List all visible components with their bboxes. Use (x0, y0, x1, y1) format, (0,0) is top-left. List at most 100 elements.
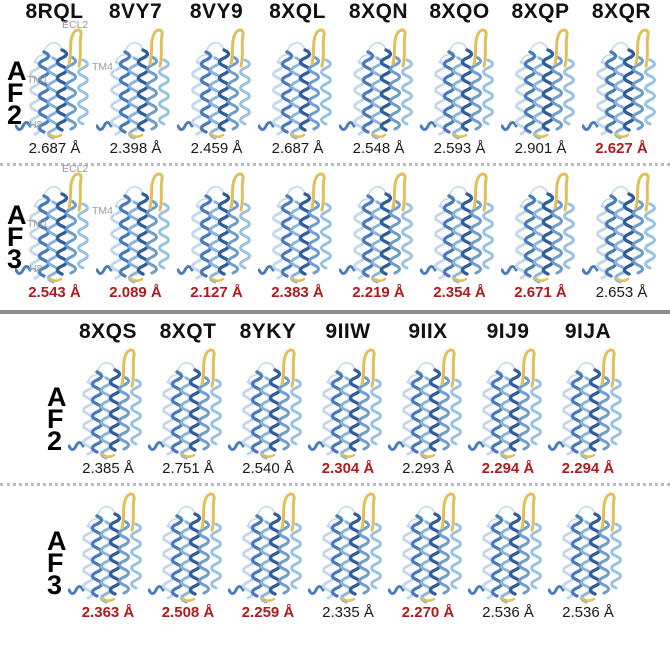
panel-separator (0, 310, 670, 314)
pdb-header-row: 8XQS 8XQT 8YKY 9IIW 9IIX 9IJ9 9IJA (0, 320, 670, 344)
protein-structure-image (388, 492, 462, 604)
rmsd-value: 2.543 Å (28, 284, 81, 301)
protein-structure-image (338, 28, 413, 140)
rmsd-value: 2.363 Å (81, 604, 135, 621)
protein-structure-image (14, 28, 89, 140)
pdb-code-header: 8XQT (159, 320, 217, 343)
protein-structure-image (95, 172, 170, 284)
structure-column: 2.543 Å ECL2 TM4 TM1 H8 (14, 163, 113, 304)
protein-structure-image (419, 28, 494, 140)
model-label-char: A (7, 200, 27, 230)
structure-column: 2.593 Å (419, 24, 500, 160)
model-row-af2: A F 2 2.385 Å 2.751 Å 2.540 Å 2.304 Å 2.293 Å 2.… (0, 344, 670, 480)
annotation-tm1: TM1 (27, 218, 48, 230)
annotation-ecl2: ECL2 (62, 163, 89, 175)
structure-column: 2.304 Å (308, 344, 388, 480)
model-label-char: F (47, 548, 64, 578)
rmsd-value: 2.627 Å (595, 140, 648, 157)
protein-structure-image (257, 28, 332, 140)
protein-structure-image (548, 492, 622, 604)
structure-column: 2.127 Å (176, 168, 257, 304)
structure-column: 2.653 Å (581, 168, 662, 304)
annotation-h8: H8 (29, 263, 43, 275)
rmsd-value: 2.089 Å (109, 284, 162, 301)
protein-structure-image (468, 492, 542, 604)
rmsd-value: 2.259 Å (241, 604, 295, 621)
structure-column: 2.751 Å (148, 344, 228, 480)
rmsd-value: 2.540 Å (242, 460, 294, 477)
protein-structure-image (500, 172, 575, 284)
rmsd-value: 2.270 Å (401, 604, 455, 621)
protein-structure-image (468, 348, 542, 460)
structure-column: 2.293 Å (388, 344, 468, 480)
protein-structure-image (228, 348, 302, 460)
annotation-ecl2: ECL2 (62, 19, 89, 31)
model-label-char: A (7, 56, 27, 86)
structure-column: 2.548 Å (338, 24, 419, 160)
structure-column: 2.259 Å (228, 488, 308, 624)
pdb-code-header: 8XQP (511, 0, 570, 23)
model-row-af3: A F 3 2.363 Å 2.508 Å 2.259 Å 2.335 Å 2.270 Å 2.… (0, 488, 670, 624)
pdb-code-header: 8XQN (348, 0, 409, 23)
model-label-char: F (7, 222, 24, 252)
model-label-char: A (47, 526, 67, 556)
protein-structure-image (388, 348, 462, 460)
panel-bottom: 8XQS 8XQT 8YKY 9IIW 9IIX 9IJ9 9IJA A F 2 2.385 Å 2.… (0, 320, 670, 624)
protein-structure-image (14, 172, 89, 284)
pdb-code-header: 8XQS (78, 320, 138, 343)
pdb-code-header: 9IIW (325, 320, 371, 343)
rmsd-value: 2.536 Å (562, 604, 614, 621)
rmsd-value: 2.127 Å (190, 284, 243, 301)
protein-structure-image (257, 172, 332, 284)
protein-structure-image (148, 348, 222, 460)
dotted-separator (0, 163, 670, 166)
rmsd-value: 2.548 Å (352, 140, 405, 157)
structure-column: 2.385 Å (68, 344, 148, 480)
structure-column: 2.398 Å (95, 24, 176, 160)
structure-column: 2.671 Å (500, 168, 581, 304)
rmsd-value: 2.335 Å (322, 604, 374, 621)
model-label-char: 3 (47, 570, 63, 600)
pdb-code-header: 8XQL (269, 0, 326, 23)
rmsd-value: 2.459 Å (190, 140, 243, 157)
pdb-code-header: 8YKY (239, 320, 297, 343)
protein-structure-image (176, 172, 251, 284)
rmsd-value: 2.751 Å (162, 460, 214, 477)
protein-structure-image (68, 348, 142, 460)
pdb-code-header: 9IJA (564, 320, 612, 343)
structure-column: 2.459 Å (176, 24, 257, 160)
structure-column: 2.536 Å (548, 488, 628, 624)
rmsd-value: 2.593 Å (433, 140, 486, 157)
pdb-header-row: 8RQL 8VY7 8VY9 8XQL 8XQN 8XQO 8XQP 8XQR (0, 0, 670, 24)
protein-structure-image (308, 492, 382, 604)
rmsd-value: 2.901 Å (514, 140, 567, 157)
pdb-code-header: 9IIX (408, 320, 448, 343)
rmsd-value: 2.653 Å (595, 284, 648, 301)
protein-structure-image (581, 28, 656, 140)
structure-column: 2.089 Å (95, 168, 176, 304)
protein-structure-image (419, 172, 494, 284)
structure-column: 2.627 Å (581, 24, 662, 160)
rmsd-value: 2.687 Å (271, 140, 324, 157)
rmsd-value: 2.398 Å (109, 140, 162, 157)
model-label-char: 3 (7, 244, 23, 274)
structure-column: 2.901 Å (500, 24, 581, 160)
rmsd-value: 2.219 Å (352, 284, 405, 301)
model-label-char: 2 (47, 426, 63, 456)
pdb-code-header: 8VY9 (189, 0, 244, 23)
structure-column: 2.383 Å (257, 168, 338, 304)
structure-column: 2.335 Å (308, 488, 388, 624)
annotation-tm1: TM1 (27, 74, 48, 86)
rmsd-value: 2.294 Å (561, 460, 615, 477)
model-row-af3: A F 3 2.543 Å ECL2 TM4 TM1 H8 2.089 Å 2.127 Å 2.38… (0, 163, 670, 304)
protein-structure-image (176, 28, 251, 140)
rmsd-value: 2.687 Å (28, 140, 81, 157)
pdb-code-header: 8XQO (429, 0, 490, 23)
structure-column: 2.540 Å (228, 344, 308, 480)
model-row-af2: A F 2 2.687 Å ECL2 TM4 TM1 H8 2.398 Å 2.459 Å 2.68… (0, 19, 670, 160)
protein-structure-image (581, 172, 656, 284)
